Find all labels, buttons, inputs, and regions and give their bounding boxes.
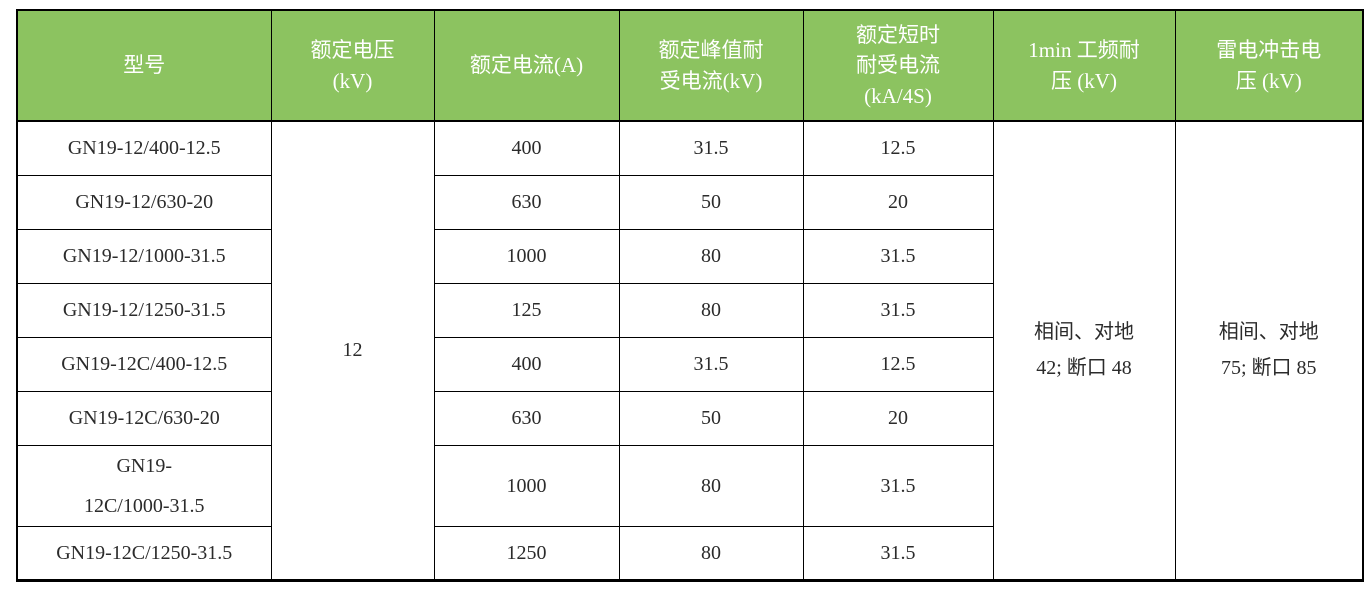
cell-rated-current: 400 xyxy=(433,336,620,392)
cell-power-freq-withstand: 相间、对地 42; 断口 48 xyxy=(992,120,1176,581)
header-row: 型号 额定电压 (kV) 额定电流(A) 额定峰值耐 受电流(kV) 额定短时 … xyxy=(16,9,1364,122)
cell-rated-current: 1000 xyxy=(433,228,620,284)
cell-model: GN19-12C/400-12.5 xyxy=(16,336,272,392)
cell-rated-voltage: 12 xyxy=(270,120,435,581)
cell-short-time-current: 12.5 xyxy=(802,336,994,392)
cell-model: GN19-12/400-12.5 xyxy=(16,120,272,176)
header-power-freq-withstand-voltage: 1min 工频耐 压 (kV) xyxy=(992,9,1176,122)
table-row: GN19-12C/1250-31.5 1250 80 31.5 xyxy=(16,525,1363,581)
cell-model: GN19- 12C/1000-31.5 xyxy=(16,444,272,527)
cell-short-time-current: 20 xyxy=(802,174,994,230)
spec-table: 型号 额定电压 (kV) 额定电流(A) 额定峰值耐 受电流(kV) 额定短时 … xyxy=(16,9,1364,582)
cell-rated-current: 630 xyxy=(433,390,620,446)
table-row: GN19-12C/400-12.5 400 31.5 12.5 xyxy=(16,336,1363,392)
cell-model: GN19-12/1250-31.5 xyxy=(16,282,272,338)
table-row: GN19-12/630-20 630 50 20 xyxy=(16,174,1363,230)
cell-short-time-current: 31.5 xyxy=(802,228,994,284)
cell-short-time-current: 31.5 xyxy=(802,444,994,527)
cell-rated-current: 125 xyxy=(433,282,620,338)
cell-peak-current: 80 xyxy=(618,444,804,527)
cell-peak-current: 50 xyxy=(618,390,804,446)
cell-model: GN19-12/630-20 xyxy=(16,174,272,230)
table-row: GN19-12C/630-20 630 50 20 xyxy=(16,390,1363,446)
cell-peak-current: 80 xyxy=(618,525,804,581)
table-row: GN19-12/400-12.5 12 400 31.5 12.5 相间、对地 … xyxy=(16,120,1364,581)
cell-short-time-current: 20 xyxy=(802,390,994,446)
cell-peak-current: 50 xyxy=(618,174,804,230)
cell-rated-current: 400 xyxy=(433,120,620,176)
header-model: 型号 xyxy=(16,9,272,122)
header-rated-current: 额定电流(A) xyxy=(433,9,620,122)
cell-peak-current: 80 xyxy=(618,228,804,284)
cell-short-time-current: 31.5 xyxy=(802,282,994,338)
cell-model: GN19-12/1000-31.5 xyxy=(16,228,272,284)
header-short-time-withstand-current: 额定短时 耐受电流 (kA/4S) xyxy=(802,9,994,122)
table-row: GN19- 12C/1000-31.5 1000 80 31.5 xyxy=(16,444,1363,527)
header-rated-voltage: 额定电压 (kV) xyxy=(270,9,435,122)
cell-rated-current: 1250 xyxy=(433,525,620,581)
cell-peak-current: 31.5 xyxy=(618,336,804,392)
cell-short-time-current: 12.5 xyxy=(802,120,994,176)
table-row: GN19-12/1250-31.5 125 80 31.5 xyxy=(16,282,1363,338)
table-row: GN19-12/1000-31.5 1000 80 31.5 xyxy=(16,228,1363,284)
cell-short-time-current: 31.5 xyxy=(802,525,994,581)
cell-rated-current: 1000 xyxy=(433,444,620,527)
cell-rated-current: 630 xyxy=(433,174,620,230)
cell-model: GN19-12C/630-20 xyxy=(16,390,272,446)
cell-lightning-impulse: 相间、对地 75; 断口 85 xyxy=(1174,120,1364,581)
header-peak-withstand-current: 额定峰值耐 受电流(kV) xyxy=(618,9,804,122)
cell-model: GN19-12C/1250-31.5 xyxy=(16,525,272,581)
cell-peak-current: 80 xyxy=(618,282,804,338)
cell-peak-current: 31.5 xyxy=(618,120,804,176)
header-lightning-impulse-voltage: 雷电冲击电 压 (kV) xyxy=(1174,9,1364,122)
